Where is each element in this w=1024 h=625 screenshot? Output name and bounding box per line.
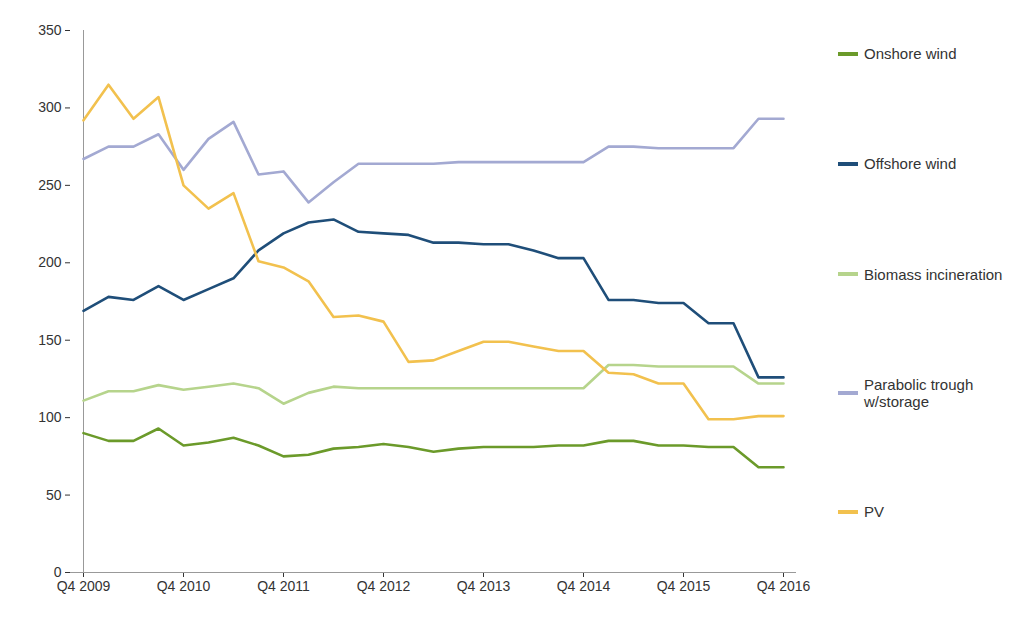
html-text:Offshore wind: Offshore wind [864,155,957,173]
svg-text:Q4 2012: Q4 2012 [357,578,411,594]
html-text:Biomass incineration: Biomass incineration [864,265,1003,283]
svg-text:350: 350 [38,22,62,38]
svg-text:Q4 2010: Q4 2010 [157,578,211,594]
svg-text:100: 100 [38,409,62,425]
html-text:PV: PV [864,503,884,520]
svg-text:Q4 2009: Q4 2009 [57,578,111,594]
svg-text:250: 250 [38,177,62,193]
svg-text:50: 50 [46,487,62,503]
svg-text:Q4 2016: Q4 2016 [757,578,811,594]
svg-text:Q4 2013: Q4 2013 [457,578,511,594]
html-text:Parabolic trough w/storage: Parabolic trough w/storage [864,375,974,410]
svg-text:Q4 2015: Q4 2015 [657,578,711,594]
svg-text:200: 200 [38,254,62,270]
svg-text:Q4 2014: Q4 2014 [557,578,611,594]
html-text:Onshore wind: Onshore wind [864,45,957,62]
svg-text:Q4 2011: Q4 2011 [257,578,310,594]
svg-text:150: 150 [38,332,62,348]
svg-text:300: 300 [38,99,62,115]
svg-text:0: 0 [53,564,62,580]
